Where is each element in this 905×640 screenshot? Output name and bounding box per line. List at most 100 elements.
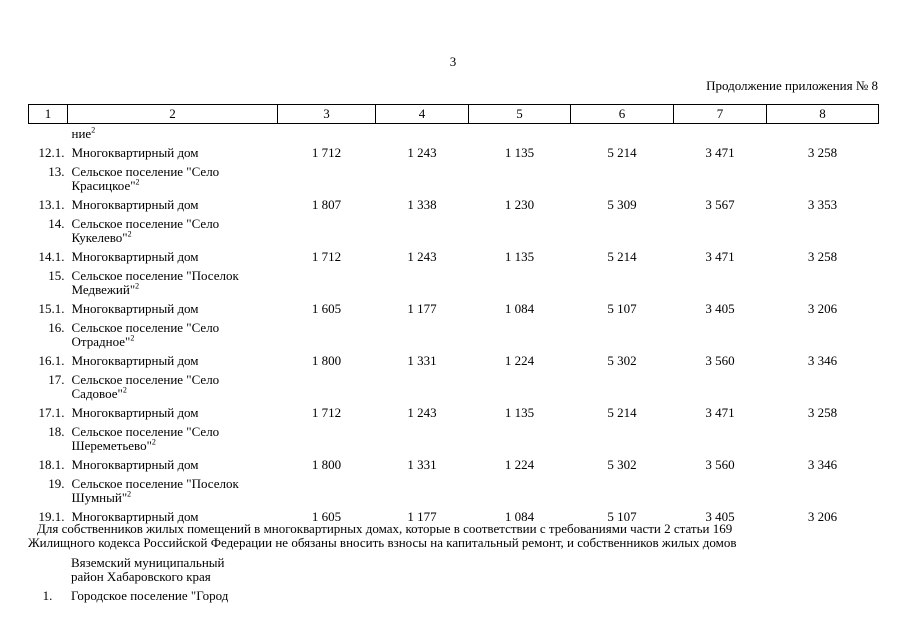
row-value-cell: 3 405 xyxy=(705,509,735,524)
row-value-cell xyxy=(376,316,469,349)
row-value-cell: 1 605 xyxy=(311,301,342,316)
row-value-cell xyxy=(571,212,674,245)
table-row-building: 14.1. Многоквартирный дом 1 712 1 243 1 135 5… xyxy=(29,245,879,264)
row-value-cell: 1 338 xyxy=(407,197,437,212)
row-number-cell: 12.1. xyxy=(38,145,65,160)
row-name-cell: Многоквартирный дом xyxy=(71,509,199,524)
row-value-cell: 3 560 xyxy=(705,353,735,368)
row-value-cell: 5 214 xyxy=(607,145,637,160)
row-value-cell: 5 107 xyxy=(607,301,637,316)
footnote-line-1: Для собственников жилых помещений в мног… xyxy=(37,521,733,536)
footnote-paragraph: Для собственников жилых помещений в мног… xyxy=(28,522,878,550)
row-value-cell xyxy=(469,368,571,401)
row-value-cell xyxy=(469,160,571,193)
row-value-cell: 3 206 xyxy=(807,301,838,316)
row-value-cell: 3 471 xyxy=(705,145,735,160)
row-value-cell xyxy=(767,124,879,142)
footnote-marker: 2 xyxy=(135,281,140,291)
region-heading: Вяземский муниципальный район Хабаровско… xyxy=(71,556,371,584)
row-value-cell xyxy=(767,160,879,193)
row-number-cell: 13. xyxy=(48,164,65,179)
row-value-cell xyxy=(278,316,376,349)
row-name-cell: Сельское поселение "Село Кукелево"2 xyxy=(71,216,220,245)
table-row-building: 15.1. Многоквартирный дом 1 605 1 177 1 084 5… xyxy=(29,297,879,316)
row-value-cell xyxy=(278,212,376,245)
row-value-cell xyxy=(278,160,376,193)
header-cell: 5 xyxy=(468,104,571,124)
row-value-cell: 5 302 xyxy=(607,457,637,472)
row-value-cell: 5 107 xyxy=(607,509,637,524)
row-name-cell: Сельское поселение "Село Красицкое"2 xyxy=(71,164,220,193)
row-value-cell: 1 243 xyxy=(407,249,437,264)
table-row-settlement: 18. Сельское поселение "Село Шереметьево"2 xyxy=(29,420,879,453)
row-number-cell: 18.1. xyxy=(38,457,65,472)
footnote-marker: 2 xyxy=(151,437,156,447)
table-row-settlement: 16. Сельское поселение "Село Отрадное"2 xyxy=(29,316,879,349)
header-cell: 4 xyxy=(375,104,469,124)
row-number-cell: 18. xyxy=(48,424,65,439)
row-value-cell: 3 346 xyxy=(807,353,838,368)
next-section-number: 1. xyxy=(42,588,53,603)
row-name-cell: Многоквартирный дом xyxy=(71,301,199,316)
row-value-cell xyxy=(469,316,571,349)
header-cell: 8 xyxy=(766,104,879,124)
table-row-settlement: 17. Сельское поселение "Село Садовое"2 xyxy=(29,368,879,401)
row-name-cell: Сельское поселение "Село Шереметьево"2 xyxy=(71,424,220,453)
row-value-cell xyxy=(674,264,767,297)
row-value-cell: 1 331 xyxy=(407,353,437,368)
row-number-cell xyxy=(29,124,68,142)
row-value-cell xyxy=(767,212,879,245)
row-value-cell: 1 807 xyxy=(311,197,342,212)
row-value-cell xyxy=(469,264,571,297)
row-value-cell: 3 353 xyxy=(807,197,838,212)
row-value-cell: 3 206 xyxy=(807,509,838,524)
row-value-cell xyxy=(674,212,767,245)
row-value-cell: 3 560 xyxy=(705,457,735,472)
row-value-cell: 3 258 xyxy=(807,145,838,160)
header-cell: 1 xyxy=(28,104,68,124)
row-value-cell: 1 224 xyxy=(504,353,535,368)
next-section-name: Городское поселение "Город xyxy=(71,588,229,603)
row-value-cell xyxy=(278,472,376,505)
row-number-cell: 19.1. xyxy=(38,509,65,524)
row-value-cell xyxy=(469,124,571,142)
table-row-building: 18.1. Многоквартирный дом 1 800 1 331 1 224 5… xyxy=(29,453,879,472)
row-number-cell: 15. xyxy=(48,268,65,283)
continuation-note: Продолжение приложения № 8 xyxy=(706,78,878,93)
row-value-cell: 1 135 xyxy=(504,249,535,264)
row-number-cell: 16.1. xyxy=(38,353,65,368)
row-number-cell: 15.1. xyxy=(38,301,65,316)
row-value-cell xyxy=(571,124,674,142)
row-value-cell: 1 800 xyxy=(311,353,342,368)
row-value-cell xyxy=(571,316,674,349)
row-number-cell: 13.1. xyxy=(38,197,65,212)
table-row-building: 17.1. Многоквартирный дом 1 712 1 243 1 135 5… xyxy=(29,401,879,420)
row-value-cell xyxy=(674,472,767,505)
row-value-cell: 5 214 xyxy=(607,405,637,420)
row-number-cell: 14. xyxy=(48,216,65,231)
header-cell: 6 xyxy=(570,104,674,124)
row-value-cell: 1 084 xyxy=(504,301,535,316)
row-number-cell: 14.1. xyxy=(38,249,65,264)
row-name-cell: Многоквартирный дом xyxy=(71,197,199,212)
table-row-building: 16.1. Многоквартирный дом 1 800 1 331 1 224 5… xyxy=(29,349,879,368)
row-name-cell: Многоквартирный дом xyxy=(71,405,199,420)
row-value-cell xyxy=(376,368,469,401)
region-heading-line-2: район Хабаровского края xyxy=(71,569,211,584)
footnote-marker: 2 xyxy=(127,229,132,239)
row-value-cell xyxy=(571,160,674,193)
row-value-cell: 1 331 xyxy=(407,457,437,472)
row-value-cell: 1 712 xyxy=(311,249,342,264)
region-heading-line-1: Вяземский муниципальный xyxy=(71,555,225,570)
row-value-cell xyxy=(571,472,674,505)
footnote-marker: 2 xyxy=(135,177,140,187)
row-value-cell: 3 405 xyxy=(705,301,735,316)
row-value-cell: 1 230 xyxy=(504,197,535,212)
row-value-cell xyxy=(278,368,376,401)
table-row-settlement: 19. Сельское поселение "Поселок Шумный"2 xyxy=(29,472,879,505)
row-value-cell xyxy=(674,124,767,142)
row-value-cell: 3 567 xyxy=(705,197,735,212)
footnote-marker: 2 xyxy=(127,489,132,499)
row-value-cell: 1 135 xyxy=(504,405,535,420)
